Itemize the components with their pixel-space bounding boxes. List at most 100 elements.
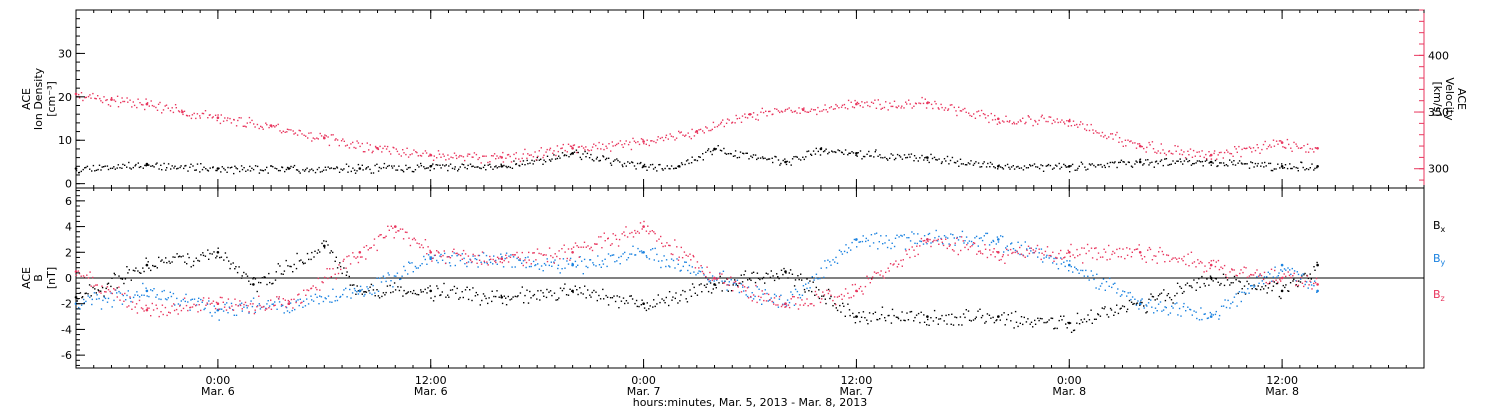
bx-point <box>503 295 505 297</box>
density-point <box>810 153 812 155</box>
bx-point <box>840 311 842 313</box>
bz-point <box>994 256 996 258</box>
velocity-point <box>582 147 585 149</box>
by-point <box>1276 276 1278 278</box>
density-point <box>236 168 239 170</box>
bx-point <box>1013 327 1015 329</box>
velocity-point <box>909 103 911 105</box>
bz-point <box>422 246 424 249</box>
bz-point <box>138 299 141 302</box>
by-point <box>619 263 621 265</box>
velocity-point <box>477 158 479 161</box>
by-point <box>417 267 419 269</box>
by-point <box>320 296 323 298</box>
bx-point <box>1181 292 1184 294</box>
density-point <box>849 152 851 154</box>
bx-point <box>821 295 823 297</box>
legend-by-base: B <box>1433 252 1441 265</box>
bz-point <box>1043 254 1045 256</box>
bx-point <box>706 283 708 285</box>
bx-point <box>690 295 693 297</box>
by-point <box>1123 291 1126 293</box>
by-point <box>904 248 907 250</box>
by-anchor-point <box>642 251 645 254</box>
density-point <box>196 163 199 165</box>
bx-point <box>282 273 284 275</box>
bx-point <box>469 289 471 291</box>
density-point <box>100 169 102 171</box>
velocity-point <box>1063 121 1065 123</box>
by-anchor-point <box>997 238 1000 241</box>
velocity-point <box>1170 152 1172 155</box>
by-point <box>845 244 847 246</box>
by-point <box>593 264 595 266</box>
density-anchor-point <box>145 162 149 166</box>
bz-point <box>689 253 691 255</box>
velocity-point <box>918 102 920 104</box>
velocity-point <box>361 142 363 145</box>
bz-point <box>361 256 363 258</box>
bz-point <box>1076 248 1078 251</box>
bx-point <box>907 319 910 321</box>
velocity-point <box>762 111 765 114</box>
bz-point <box>726 278 729 280</box>
bx-point <box>1041 318 1043 320</box>
by-point <box>1137 300 1139 302</box>
bx-point <box>1188 285 1191 287</box>
velocity-point <box>1056 118 1058 120</box>
bz-point <box>1102 256 1104 258</box>
density-point <box>658 164 660 166</box>
bx-point <box>114 274 116 276</box>
density-point <box>851 151 853 153</box>
density-point <box>1004 164 1007 167</box>
density-point <box>479 167 481 169</box>
velocity-point <box>843 103 846 106</box>
bz-point <box>1295 284 1297 287</box>
velocity-point <box>196 113 199 115</box>
bx-point <box>959 316 962 318</box>
bx-point <box>593 289 595 292</box>
bz-anchor-point <box>74 270 78 273</box>
density-point <box>411 170 414 173</box>
by-point <box>310 295 312 297</box>
by-point <box>564 267 566 269</box>
density-point <box>1020 167 1023 169</box>
by-point <box>699 270 702 273</box>
velocity-point <box>1188 154 1190 156</box>
density-point <box>1015 166 1018 168</box>
bz-point <box>429 249 431 252</box>
bx-point <box>1045 321 1047 324</box>
density-point <box>407 167 410 169</box>
velocity-point <box>638 143 641 146</box>
velocity-point <box>371 151 373 154</box>
by-point <box>1150 299 1152 301</box>
by-point <box>248 312 250 314</box>
bz-point <box>1218 268 1221 271</box>
velocity-point <box>381 151 383 153</box>
bx-point <box>596 299 598 302</box>
density-point <box>1087 168 1089 170</box>
velocity-point <box>532 156 535 158</box>
bx-point <box>701 291 703 293</box>
density-point <box>362 169 364 171</box>
density-point <box>190 163 192 165</box>
density-point <box>633 165 636 167</box>
bx-point <box>1164 299 1167 302</box>
by-point <box>738 291 741 294</box>
by-point <box>884 242 886 244</box>
bz-point <box>101 285 103 287</box>
bz-point <box>514 254 516 256</box>
bz-point <box>1252 274 1255 276</box>
bx-point <box>1081 321 1084 323</box>
velocity-point <box>870 101 873 103</box>
velocity-point <box>896 107 898 109</box>
bx-point <box>163 261 165 264</box>
velocity-point <box>1124 139 1127 141</box>
by-point <box>107 297 110 300</box>
density-point <box>738 156 741 159</box>
bz-point <box>615 238 618 240</box>
velocity-point <box>415 151 417 153</box>
by-point <box>1225 306 1228 309</box>
velocity-point <box>850 101 852 103</box>
by-point <box>504 257 506 260</box>
